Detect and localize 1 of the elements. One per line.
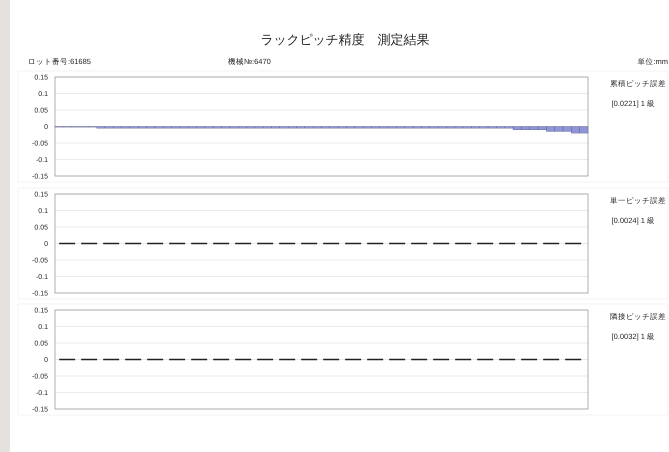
- text: ラックピッチ精度 測定結果: [260, 32, 430, 47]
